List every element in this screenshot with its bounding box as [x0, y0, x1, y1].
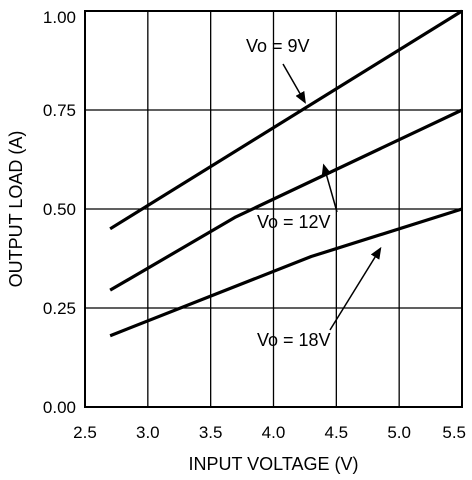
y-tick-label: 0.25: [43, 299, 76, 318]
series-annotation-label: Vo = 9V: [246, 36, 310, 56]
y-tick-label: 0.50: [43, 200, 76, 219]
x-tick-label: 2.5: [73, 423, 97, 442]
x-axis-label: INPUT VOLTAGE (V): [188, 454, 358, 474]
x-tick-label: 3.5: [199, 423, 223, 442]
annotation-arrow: [329, 246, 382, 331]
x-tick-label: 3.0: [136, 423, 160, 442]
y-tick-label: 1.00: [43, 8, 76, 27]
annotation-arrow: [321, 163, 338, 213]
series-line: [109, 9, 463, 231]
series-line: [109, 108, 463, 292]
annotation-arrow: [282, 63, 306, 104]
plot-frame: [84, 10, 463, 408]
y-tick-label: 0.00: [43, 398, 76, 417]
annotations: Vo = 9V Vo = 12V Vo = 18V: [246, 36, 382, 350]
y-tick-label: 0.75: [43, 101, 76, 120]
x-tick-label: 4.0: [262, 423, 286, 442]
x-tick-label: 5.0: [387, 423, 411, 442]
tick-labels: 2.5 3.0 3.5 4.0 4.5 5.0 5.5 0.00 0.25 0.50 0.75 1.0…: [43, 8, 466, 442]
x-tick-label: 4.5: [325, 423, 349, 442]
series-line: [109, 207, 463, 338]
x-tick-label: 5.5: [442, 423, 466, 442]
series-annotation-label: Vo = 12V: [257, 212, 331, 232]
series-annotation-label: Vo = 18V: [257, 330, 331, 350]
series-lines: [109, 9, 463, 338]
grid: [85, 11, 462, 407]
y-axis-label: OUTPUT LOAD (A): [6, 131, 26, 288]
